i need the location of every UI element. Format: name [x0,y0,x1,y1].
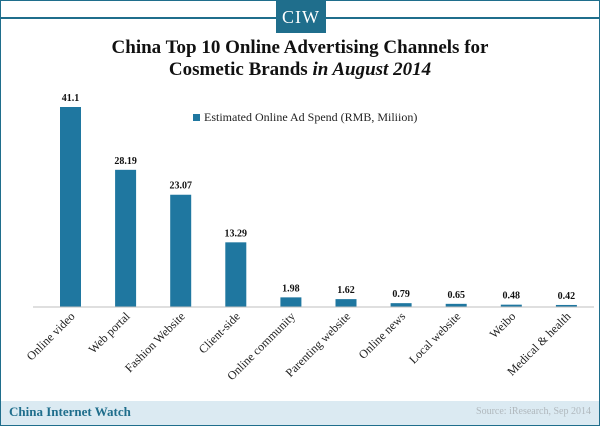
legend-swatch [193,114,200,121]
footer-brand: China Internet Watch [9,404,131,419]
footer-source: Source: iResearch, Sep 2014 [476,406,591,417]
value-label-parenting-website: 1.62 [337,285,355,296]
bars-group [60,107,577,307]
value-label-weibo: 0.48 [503,291,521,302]
title-line-2-italic: in August 2014 [312,59,432,80]
bar-online-news [390,303,412,307]
bar-local-website [445,303,467,307]
bar-weibo [500,304,522,307]
chart-title: China Top 10 Online Advertising Channels… [1,37,599,81]
x-tick-online-news: Online news [356,309,409,362]
x-tick-client-side: Client-side [196,309,243,356]
bar-web-portal [115,169,137,307]
bar-online-community [280,297,302,307]
footer-band [1,401,599,425]
value-label-online-video: 41.1 [62,93,80,104]
value-label-client-side: 13.29 [225,228,248,239]
value-label-online-community: 1.98 [282,283,300,294]
value-label-online-news: 0.79 [392,289,410,300]
ciw-logo: CIW [276,1,326,33]
bar-chart: Estimated Online Ad Spend (RMB, Miliion)… [24,93,594,383]
legend: Estimated Online Ad Spend (RMB, Miliion) [193,110,417,124]
value-label-local-website: 0.65 [447,290,465,301]
legend-label: Estimated Online Ad Spend (RMB, Miliion) [204,110,417,124]
title-line-2: Cosmetic Brands in August 2014 [1,59,599,81]
x-tick-weibo: Weibo [487,309,519,341]
value-label-fashion-website: 23.07 [169,181,192,192]
value-labels-group: 41.1 28.19 23.07 13.29 1.98 1.62 0.79 0.65 0.48 0… [62,93,575,302]
value-label-medical-and-health: 0.42 [558,291,576,302]
title-line-1: China Top 10 Online Advertising Channels… [111,37,489,58]
value-label-web-portal: 28.19 [114,156,137,167]
x-tick-local-website: Local website [406,309,463,366]
x-tick-online-video: Online video [24,309,78,363]
bar-fashion-website [170,194,192,307]
bar-medical-and-health [555,304,577,307]
bar-client-side [225,242,247,307]
x-tick-web-portal: Web portal [86,309,134,357]
title-line-2-plain: Cosmetic Brands [168,59,313,80]
bar-parenting-website [335,299,357,307]
bar-online-video [60,107,81,307]
